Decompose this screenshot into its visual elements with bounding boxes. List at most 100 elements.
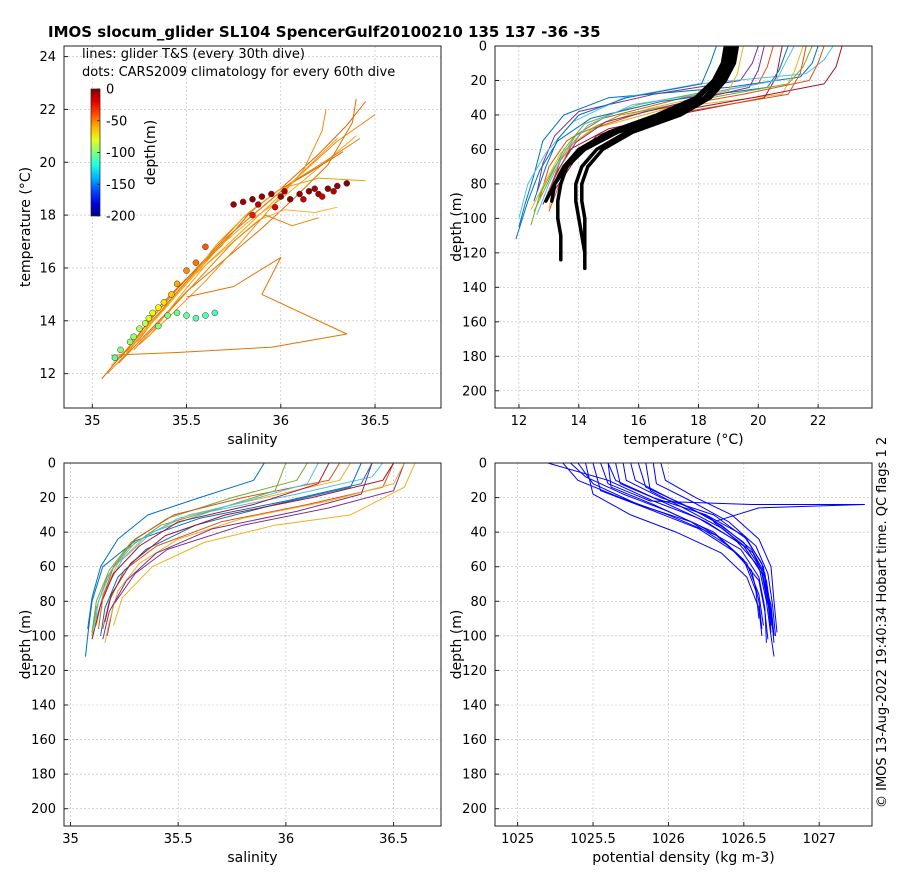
climatology-point [141,320,149,327]
axes-frame [63,462,442,827]
series-line [545,46,765,202]
series-line [93,463,319,629]
x-tick-label: 1025.5 [570,832,616,847]
y-tick-label: 0 [479,457,487,472]
plot-area [64,46,441,408]
x-tick-label: 36.5 [361,414,390,429]
y-tick-label: 180 [462,350,487,365]
y-tick-label: 0 [479,40,487,55]
legend-text: lines: glider T&S (every 30th dive) [82,47,305,62]
x-axis-label: salinity [227,432,277,448]
climatology-point [202,243,209,251]
climatology-point [149,309,156,317]
series-line [530,46,804,211]
climatology-point [173,309,181,317]
series-line [533,46,717,202]
climatology-point [249,211,256,219]
axes-frame [63,45,442,409]
y-tick-label: 160 [462,733,487,748]
y-tick-label: 40 [470,526,487,541]
y-tick-label: 24 [39,50,56,65]
climatology-point [192,259,200,266]
climatology-point [254,201,262,208]
salinity-depth-panel: 35 35.5 36 36.5 0 20 40 60 80 100 120 140 160 180 200 s… [18,457,442,866]
series-line [536,46,759,193]
climatology-point [324,185,332,192]
y-axis-label: depth (m) [449,192,465,262]
series-line [577,463,763,629]
climatology-point [173,280,181,288]
climatology-point [300,196,307,203]
x-tick-label: 18 [690,414,707,429]
y-tick-label: 60 [39,560,56,575]
series-line [530,46,813,226]
climatology-point [168,291,175,298]
climatology-point [305,188,313,195]
y-tick-label: 20 [39,156,56,171]
y-axis-label: temperature (°C) [18,167,34,287]
axes-frame [494,462,873,827]
series-line [102,463,373,640]
y-axis-label: depth (m) [449,610,465,680]
series-line [660,463,778,633]
axes-frame [494,45,873,409]
climatology-point [111,354,119,362]
y-tick-label: 60 [470,560,487,575]
climatology-point [286,196,294,203]
ts-diagram-panel: 35 35.5 36 36.5 12 14 16 18 20 22 24 salinity temper… [18,45,442,448]
climatology-point [126,338,134,346]
climatology-point [277,193,285,200]
y-tick-label: 20 [470,74,487,89]
x-tick-label: 1026 [652,832,685,847]
colorbar-tick-label: -100 [106,146,136,161]
y-tick-label: 140 [462,699,487,714]
climatology-profile [580,46,740,259]
series-line [652,463,776,636]
temperature-depth-panel: 12 14 16 18 20 22 0 20 40 60 80 100 120 140 160 180 200 t… [449,40,873,448]
x-tick-label: 22 [810,414,827,429]
climatology-point [230,201,237,208]
series-line [536,46,795,216]
series-line [539,46,774,198]
climatology-point [117,346,124,354]
y-tick-label: 100 [462,212,487,227]
series-line [615,463,775,636]
series-line [98,463,341,629]
y-tick-label: 100 [462,629,487,644]
y-tick-label: 160 [31,733,56,748]
series-line [548,46,744,209]
series-line [113,463,416,626]
y-tick-label: 18 [39,209,56,224]
y-axis-label: depth (m) [18,610,34,680]
legend-text: dots: CARS2009 climatology for every 60t… [82,65,395,80]
series-group [101,98,376,380]
density-depth-panel: 1025 1025.5 1026 1026.5 1027 0 20 40 60 80 100 120 1… [449,457,873,866]
colorbar-tick-label: -50 [106,114,127,129]
y-tick-label: 22 [39,103,56,118]
x-tick-label: 35.5 [172,414,201,429]
series-line [100,463,362,636]
climatology-point [249,196,256,203]
x-tick-label: 16 [630,414,647,429]
y-tick-label: 60 [470,143,487,158]
x-axis-label: temperature (°C) [623,432,743,448]
x-tick-label: 36 [278,832,295,847]
series-line [118,98,357,364]
series-line [85,463,373,657]
x-tick-label: 35 [84,414,101,429]
series-line [562,463,764,626]
climatology-point [202,312,209,319]
climatology-point [211,309,219,317]
climatology-point [183,267,190,274]
climatology-point [130,333,137,340]
series-line [104,463,405,643]
series-line [592,463,769,640]
y-tick-label: 140 [31,699,56,714]
climatology-point [334,182,341,190]
colorbar-tick-label: 0 [106,83,114,98]
x-tick-label: 36 [273,414,290,429]
x-axis-label: potential density (kg m-3) [592,850,774,866]
colorbar-tick-label: -150 [106,178,136,193]
climatology-point [330,188,337,195]
y-tick-label: 14 [39,314,56,329]
